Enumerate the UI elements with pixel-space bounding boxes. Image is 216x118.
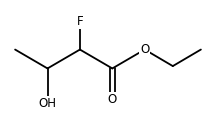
- Text: F: F: [77, 15, 83, 28]
- Text: OH: OH: [38, 97, 57, 110]
- Text: O: O: [140, 43, 149, 56]
- Text: O: O: [108, 93, 117, 106]
